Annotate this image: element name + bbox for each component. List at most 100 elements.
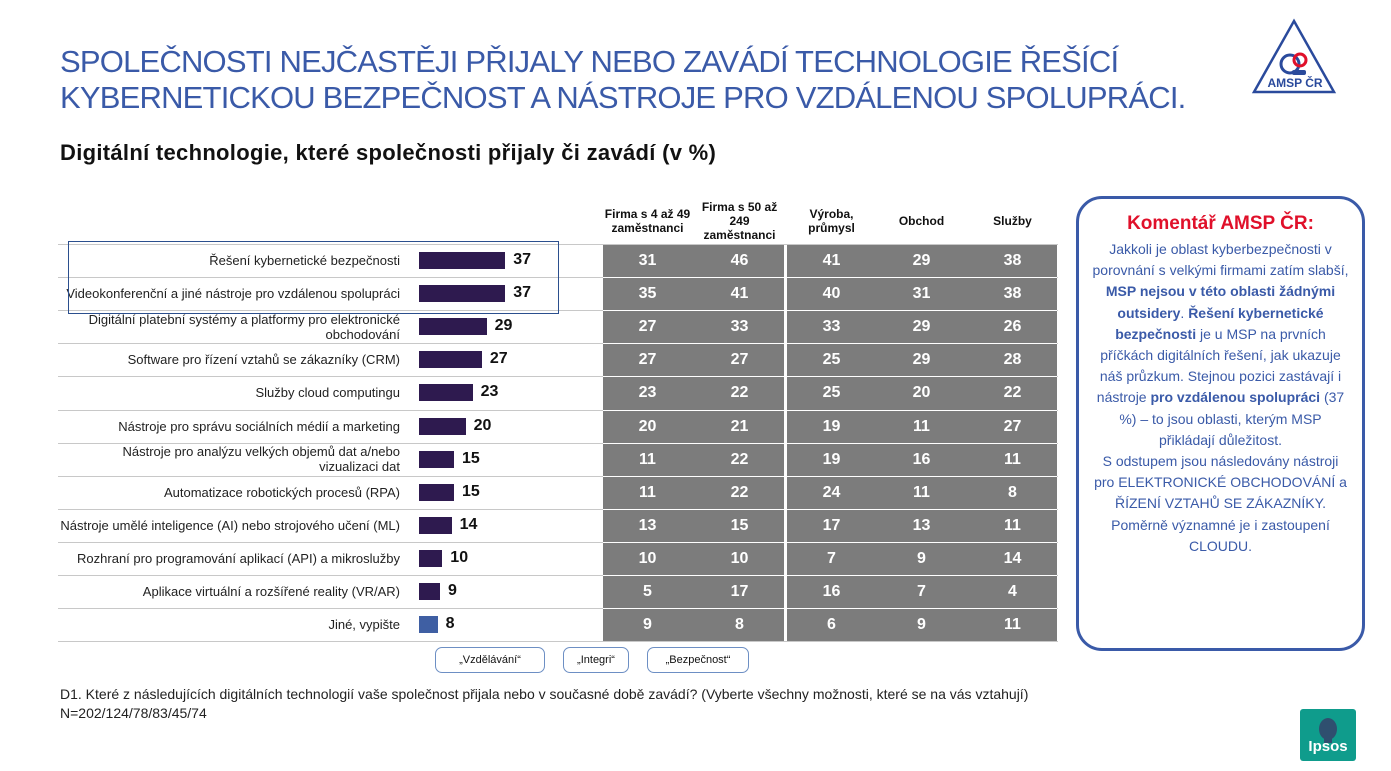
table-cell: 24	[822, 483, 841, 501]
row-separator	[58, 475, 1058, 477]
table-cell: 33	[730, 318, 749, 336]
comment-box: Komentář AMSP ČR: Jakkoli je oblast kybe…	[1076, 196, 1365, 651]
bar	[419, 285, 506, 303]
category-label: Řešení kybernetické bezpečnosti	[209, 253, 400, 269]
category-label: Služby cloud computingu	[255, 385, 400, 401]
category-label: Rozhraní pro programování aplikací (API)…	[77, 550, 400, 566]
comment-text: je u MSP na prvních příčkách digitálních…	[1096, 325, 1342, 406]
bar	[419, 252, 506, 269]
comment-bold-text: MSP nejsou v této oblasti žádnými outsid…	[1105, 283, 1336, 321]
table-cell: 14	[1003, 549, 1022, 567]
grey-separator	[603, 508, 1057, 510]
comment-text: S odstupem jsou následovány nástroji pro…	[1094, 453, 1347, 554]
grey-separator	[603, 343, 1057, 345]
bar	[419, 351, 482, 369]
bar	[419, 516, 452, 534]
table-cell: 8	[735, 616, 744, 634]
grey-separator	[603, 277, 1057, 279]
table-cell: 22	[730, 384, 749, 402]
bar-value-label: 10	[450, 548, 469, 566]
table-cell: 7	[917, 583, 926, 600]
table-cell: 11	[1004, 616, 1021, 634]
table-cell: 29	[912, 351, 931, 369]
ipsos-head-icon	[1319, 718, 1337, 743]
grey-separator	[603, 442, 1057, 444]
page-title: SPOLEČNOSTI NEJČASTĚJI PŘIJALY NEBO ZAVÁ…	[60, 44, 1220, 116]
bar	[419, 417, 466, 435]
bar	[419, 549, 443, 567]
table-cell: 20	[638, 417, 657, 435]
comment-text: .	[1180, 304, 1189, 321]
category-label: Software pro řízení vztahů se zákazníky …	[127, 352, 400, 368]
table-cell: 13	[638, 516, 657, 534]
table-column-header: Firma s 50 až 249 zaměstnanci	[701, 200, 778, 242]
bar-value-label: 15	[461, 449, 480, 467]
table-cell: 11	[1004, 516, 1021, 534]
table-cell: 17	[822, 516, 841, 534]
bar	[419, 384, 473, 402]
title-line-1: SPOLEČNOSTI NEJČASTĚJI PŘIJALY NEBO ZAVÁ…	[60, 44, 1119, 79]
table-cell: 27	[730, 351, 749, 369]
table-cell: 16	[912, 450, 931, 468]
category-label: Aplikace virtuální a rozšířené reality (…	[142, 584, 400, 600]
comment-text: (37 %) – to jsou oblasti, kterým MSP při…	[1119, 389, 1345, 448]
ipsos-text: Ipsos	[1308, 738, 1348, 755]
table-cell: 11	[639, 450, 656, 468]
table-cell: 27	[1003, 417, 1022, 435]
table-cell: 11	[1004, 450, 1021, 468]
table-cell: 4	[1008, 583, 1017, 600]
grey-separator	[603, 608, 1057, 610]
table-cell: 29	[912, 318, 931, 336]
row-separator	[58, 376, 1058, 378]
table-column-header: Firma s 4 až 49 zaměstnanci	[604, 207, 691, 235]
title-line-2: KYBERNETICKOU BEZPEČNOST A NÁSTROJE PRO …	[60, 80, 1186, 115]
bar-value-label: 27	[489, 350, 508, 368]
footnote-question: D1. Které z následujících digitálních te…	[60, 686, 1029, 702]
table-cell: 9	[917, 549, 926, 567]
table-cell: 9	[917, 616, 926, 634]
bar	[419, 318, 487, 336]
callout-bezpecnost: „Bezpečnost“	[647, 647, 749, 673]
bar-value-label: 20	[473, 416, 492, 434]
table-cell: 25	[822, 384, 841, 402]
row-separator	[58, 641, 1058, 643]
table-cell: 31	[638, 252, 657, 269]
table-cell: 21	[730, 417, 749, 435]
table-cell: 27	[638, 318, 657, 336]
bar-value-label: 23	[480, 383, 499, 401]
table-cell: 19	[822, 417, 841, 435]
bar-value-label: 37	[513, 284, 531, 302]
row-separator	[58, 343, 1058, 345]
table-cell: 23	[638, 384, 657, 402]
table-cell: 41	[822, 252, 841, 269]
row-separator	[58, 409, 1058, 411]
grey-separator	[603, 475, 1057, 477]
row-separator	[58, 508, 1058, 510]
table-cell: 10	[730, 549, 749, 567]
comment-bold-text: pro vzdálenou spolupráci	[1150, 389, 1321, 406]
bar-value-label: 9	[447, 582, 457, 599]
table-cell: 22	[730, 450, 749, 468]
table-cell: 41	[730, 285, 749, 303]
table-cell: 5	[643, 583, 652, 600]
comment-text: Jakkoli je oblast kyberbezpečnosti v por…	[1092, 241, 1349, 279]
table-cell: 15	[730, 516, 749, 534]
bar-value-label: 14	[459, 515, 478, 533]
table-cell: 8	[1008, 483, 1017, 501]
table-cell: 35	[638, 285, 657, 303]
bar	[419, 450, 454, 468]
table-cell: 27	[638, 351, 657, 369]
table-cell: 13	[912, 516, 931, 534]
comment-heading: Komentář AMSP ČR:	[1127, 213, 1314, 234]
grey-separator	[603, 575, 1057, 576]
table-cell: 7	[827, 549, 836, 567]
category-label: Nástroje pro analýzu velkých objemů dat …	[122, 444, 401, 475]
bar-value-label: 15	[461, 482, 480, 500]
table-cell: 33	[822, 318, 841, 336]
row-separator	[58, 442, 1058, 444]
table-column-header: Obchod	[898, 214, 945, 228]
table-cell: 22	[730, 483, 749, 501]
grey-separator	[603, 541, 1057, 543]
callout-integri: „Integri“	[563, 647, 629, 673]
table-cell: 16	[822, 583, 841, 600]
